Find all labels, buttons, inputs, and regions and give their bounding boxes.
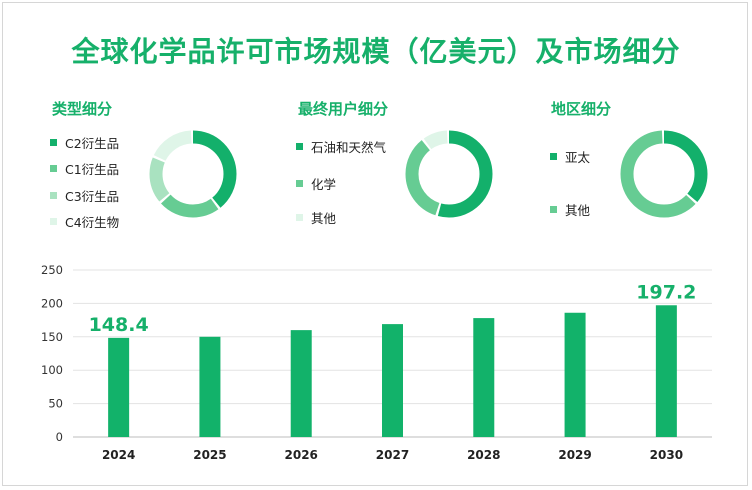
legend-swatch — [50, 139, 57, 146]
legend-label: C3衍生品 — [65, 189, 120, 204]
data-label-2024: 148.4 — [89, 314, 149, 336]
y-tick-label: 150 — [41, 330, 63, 344]
legend-item-region-other: 其他 — [550, 200, 590, 219]
legend-label: C1衍生品 — [65, 162, 120, 177]
y-tick-label: 250 — [41, 263, 63, 277]
legend-item-apac: 亚太 — [550, 147, 590, 166]
bar-2026 — [290, 330, 312, 437]
donut-3-slice-1 — [620, 130, 708, 218]
legend-label: 石油和天然气 — [311, 140, 387, 155]
legend-swatch — [296, 214, 303, 221]
legend-swatch — [50, 218, 57, 225]
donut-2-slice-1 — [405, 130, 493, 218]
bar-2027 — [382, 324, 403, 437]
donut-1 — [149, 130, 237, 218]
legend-swatch — [50, 165, 57, 172]
legend-item-c3: C3衍生品 — [50, 186, 119, 205]
bar-2030 — [655, 305, 677, 437]
donut-3-title: 地区细分 — [551, 100, 612, 118]
legend-item-oil-gas: 石油和天然气 — [296, 137, 386, 156]
x-tick-label: 2026 — [285, 448, 318, 462]
bar-2029 — [564, 312, 586, 437]
y-tick-label: 100 — [41, 363, 63, 377]
legend-label: 化学 — [311, 177, 337, 192]
donut-charts — [149, 130, 708, 218]
donut-1-slice-1 — [149, 130, 237, 218]
donut-3-slice-2 — [620, 130, 708, 218]
y-tick-label: 50 — [48, 397, 63, 411]
x-tick-label: 2029 — [558, 448, 591, 462]
donut-2-slice-2 — [405, 130, 493, 218]
x-tick-label: 2025 — [193, 448, 226, 462]
donut-2 — [405, 130, 493, 218]
y-tick-label: 200 — [41, 296, 63, 310]
legend-item-c2: C2衍生品 — [50, 133, 119, 152]
x-tick-label: 2030 — [650, 448, 683, 462]
bar-2024 — [108, 337, 130, 437]
legend-item-chemical: 化学 — [296, 174, 336, 193]
y-tick-label: 0 — [56, 430, 63, 444]
legend-label: 亚太 — [565, 150, 591, 165]
donut-1-title: 类型细分 — [52, 100, 113, 118]
legend-swatch — [296, 180, 303, 187]
legend-swatch — [296, 143, 303, 150]
legend-item-c4: C4衍生物 — [50, 212, 119, 231]
x-tick-label: 2024 — [102, 448, 135, 462]
bar-2025 — [199, 336, 221, 437]
chart-title: 全球化学品许可市场规模（亿美元）及市场细分 — [71, 35, 681, 68]
legend-swatch — [550, 206, 557, 213]
legend-label: C2衍生品 — [65, 136, 120, 151]
donut-2-title: 最终用户细分 — [298, 100, 389, 118]
legend-swatch — [550, 153, 557, 160]
legend-item-c1: C1衍生品 — [50, 159, 119, 178]
legend-item-other: 其他 — [296, 208, 336, 227]
legend-swatch — [50, 192, 57, 199]
donut-1-slice-3 — [149, 130, 237, 218]
donut-1-slice-2 — [149, 130, 237, 218]
data-label-2030: 197.2 — [636, 281, 696, 303]
legend-label: 其他 — [565, 203, 591, 218]
x-tick-label: 2028 — [467, 448, 500, 462]
bar-2028 — [473, 318, 495, 437]
legend-label: C4衍生物 — [65, 215, 120, 230]
donut-3 — [620, 130, 708, 218]
x-tick-label: 2027 — [376, 448, 409, 462]
legend-label: 其他 — [311, 211, 337, 226]
